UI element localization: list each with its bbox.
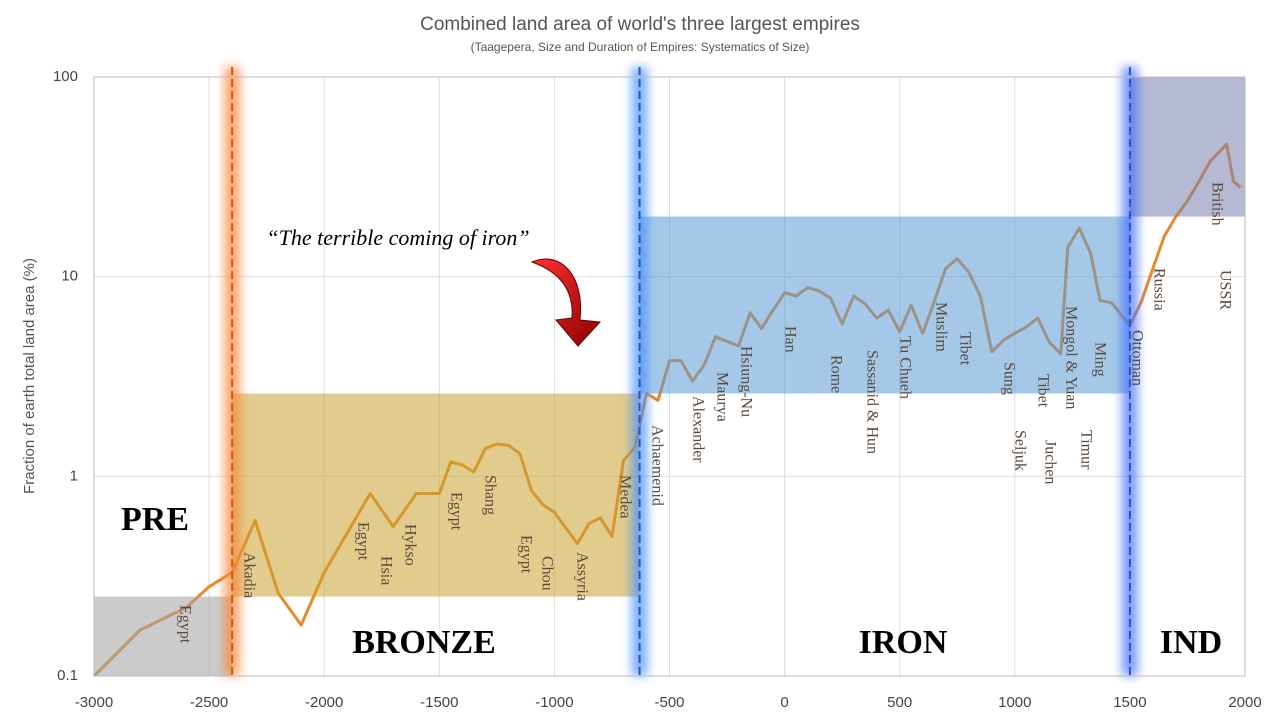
era-label: PRE: [121, 501, 189, 538]
era-box: [94, 596, 233, 676]
x-tick-label: 1000: [998, 694, 1031, 711]
plot-frame: [93, 76, 1246, 677]
era-label: IRON: [859, 624, 948, 661]
empire-label: Chou: [538, 556, 555, 591]
empire-label: Egypt: [447, 492, 464, 531]
empire-label: Egypt: [517, 535, 534, 574]
x-tick-label: -1000: [535, 694, 573, 711]
empire-label: Juchen: [1041, 440, 1058, 484]
x-tick-label: -2000: [305, 694, 343, 711]
x-tick-label: -2500: [190, 694, 228, 711]
empire-label: Assyria: [573, 552, 590, 601]
empire-label: Tibet: [1034, 374, 1051, 408]
empire-label: Shang: [481, 475, 498, 515]
empire-label: Achaemenid: [648, 425, 665, 506]
x-tick-label: 0: [780, 694, 788, 711]
empire-label: British: [1208, 182, 1225, 226]
empire-label: Maurya: [713, 372, 730, 422]
empire-label: Rome: [827, 355, 844, 393]
empire-label: Tu Chueh: [896, 336, 913, 399]
y-tick-label: 1: [70, 467, 78, 484]
empire-label: Medea: [616, 475, 633, 519]
empire-label: Sassanid & Hun: [863, 350, 880, 454]
empire-label: Sung: [1000, 362, 1017, 395]
empire-label: Hsia: [377, 556, 394, 585]
empire-label: Egypt: [176, 605, 193, 644]
x-tick-label: 2000: [1228, 694, 1261, 711]
empire-label: Seljuk: [1011, 430, 1028, 471]
y-tick-label: 0.1: [57, 667, 78, 684]
empire-label: Russia: [1150, 268, 1167, 311]
chart-subtitle: (Taagepera, Size and Duration of Empires…: [471, 40, 810, 54]
empire-label: Hsiung-Nu: [737, 346, 754, 417]
x-tick-label: -1500: [420, 694, 458, 711]
era-label: IND: [1160, 624, 1222, 661]
empire-label: Tibet: [956, 332, 973, 366]
empire-label: Ottoman: [1128, 330, 1145, 386]
x-tick-label: 1500: [1113, 694, 1146, 711]
empire-label: Alexander: [689, 396, 706, 463]
era-box: [232, 393, 640, 597]
era-box: [1129, 77, 1245, 217]
y-tick-label: 10: [61, 268, 78, 285]
era-box: [639, 216, 1130, 394]
empire-label: Mongol & Yuan: [1062, 306, 1079, 409]
empire-label: USSR: [1216, 270, 1233, 310]
x-tick-label: 500: [887, 694, 912, 711]
empire-label: Muslim: [932, 302, 949, 352]
quote: “The terrible coming of iron”: [266, 225, 529, 250]
x-tick-label: -500: [654, 694, 684, 711]
era-label: BRONZE: [352, 624, 496, 661]
y-axis-label: Fraction of earth total land area (%): [21, 258, 38, 494]
empire-label: Akadia: [240, 552, 257, 598]
y-tick-label: 100: [53, 68, 78, 85]
x-tick-label: -3000: [75, 694, 113, 711]
arrow: [530, 258, 602, 347]
empire-label: Han: [781, 326, 798, 353]
empire-label: Egypt: [354, 522, 371, 561]
empire-label: Hykso: [401, 524, 418, 566]
chart-title: Combined land area of world's three larg…: [420, 14, 860, 35]
empire-label: Timur: [1077, 430, 1094, 470]
empire-label: Ming: [1091, 342, 1108, 377]
